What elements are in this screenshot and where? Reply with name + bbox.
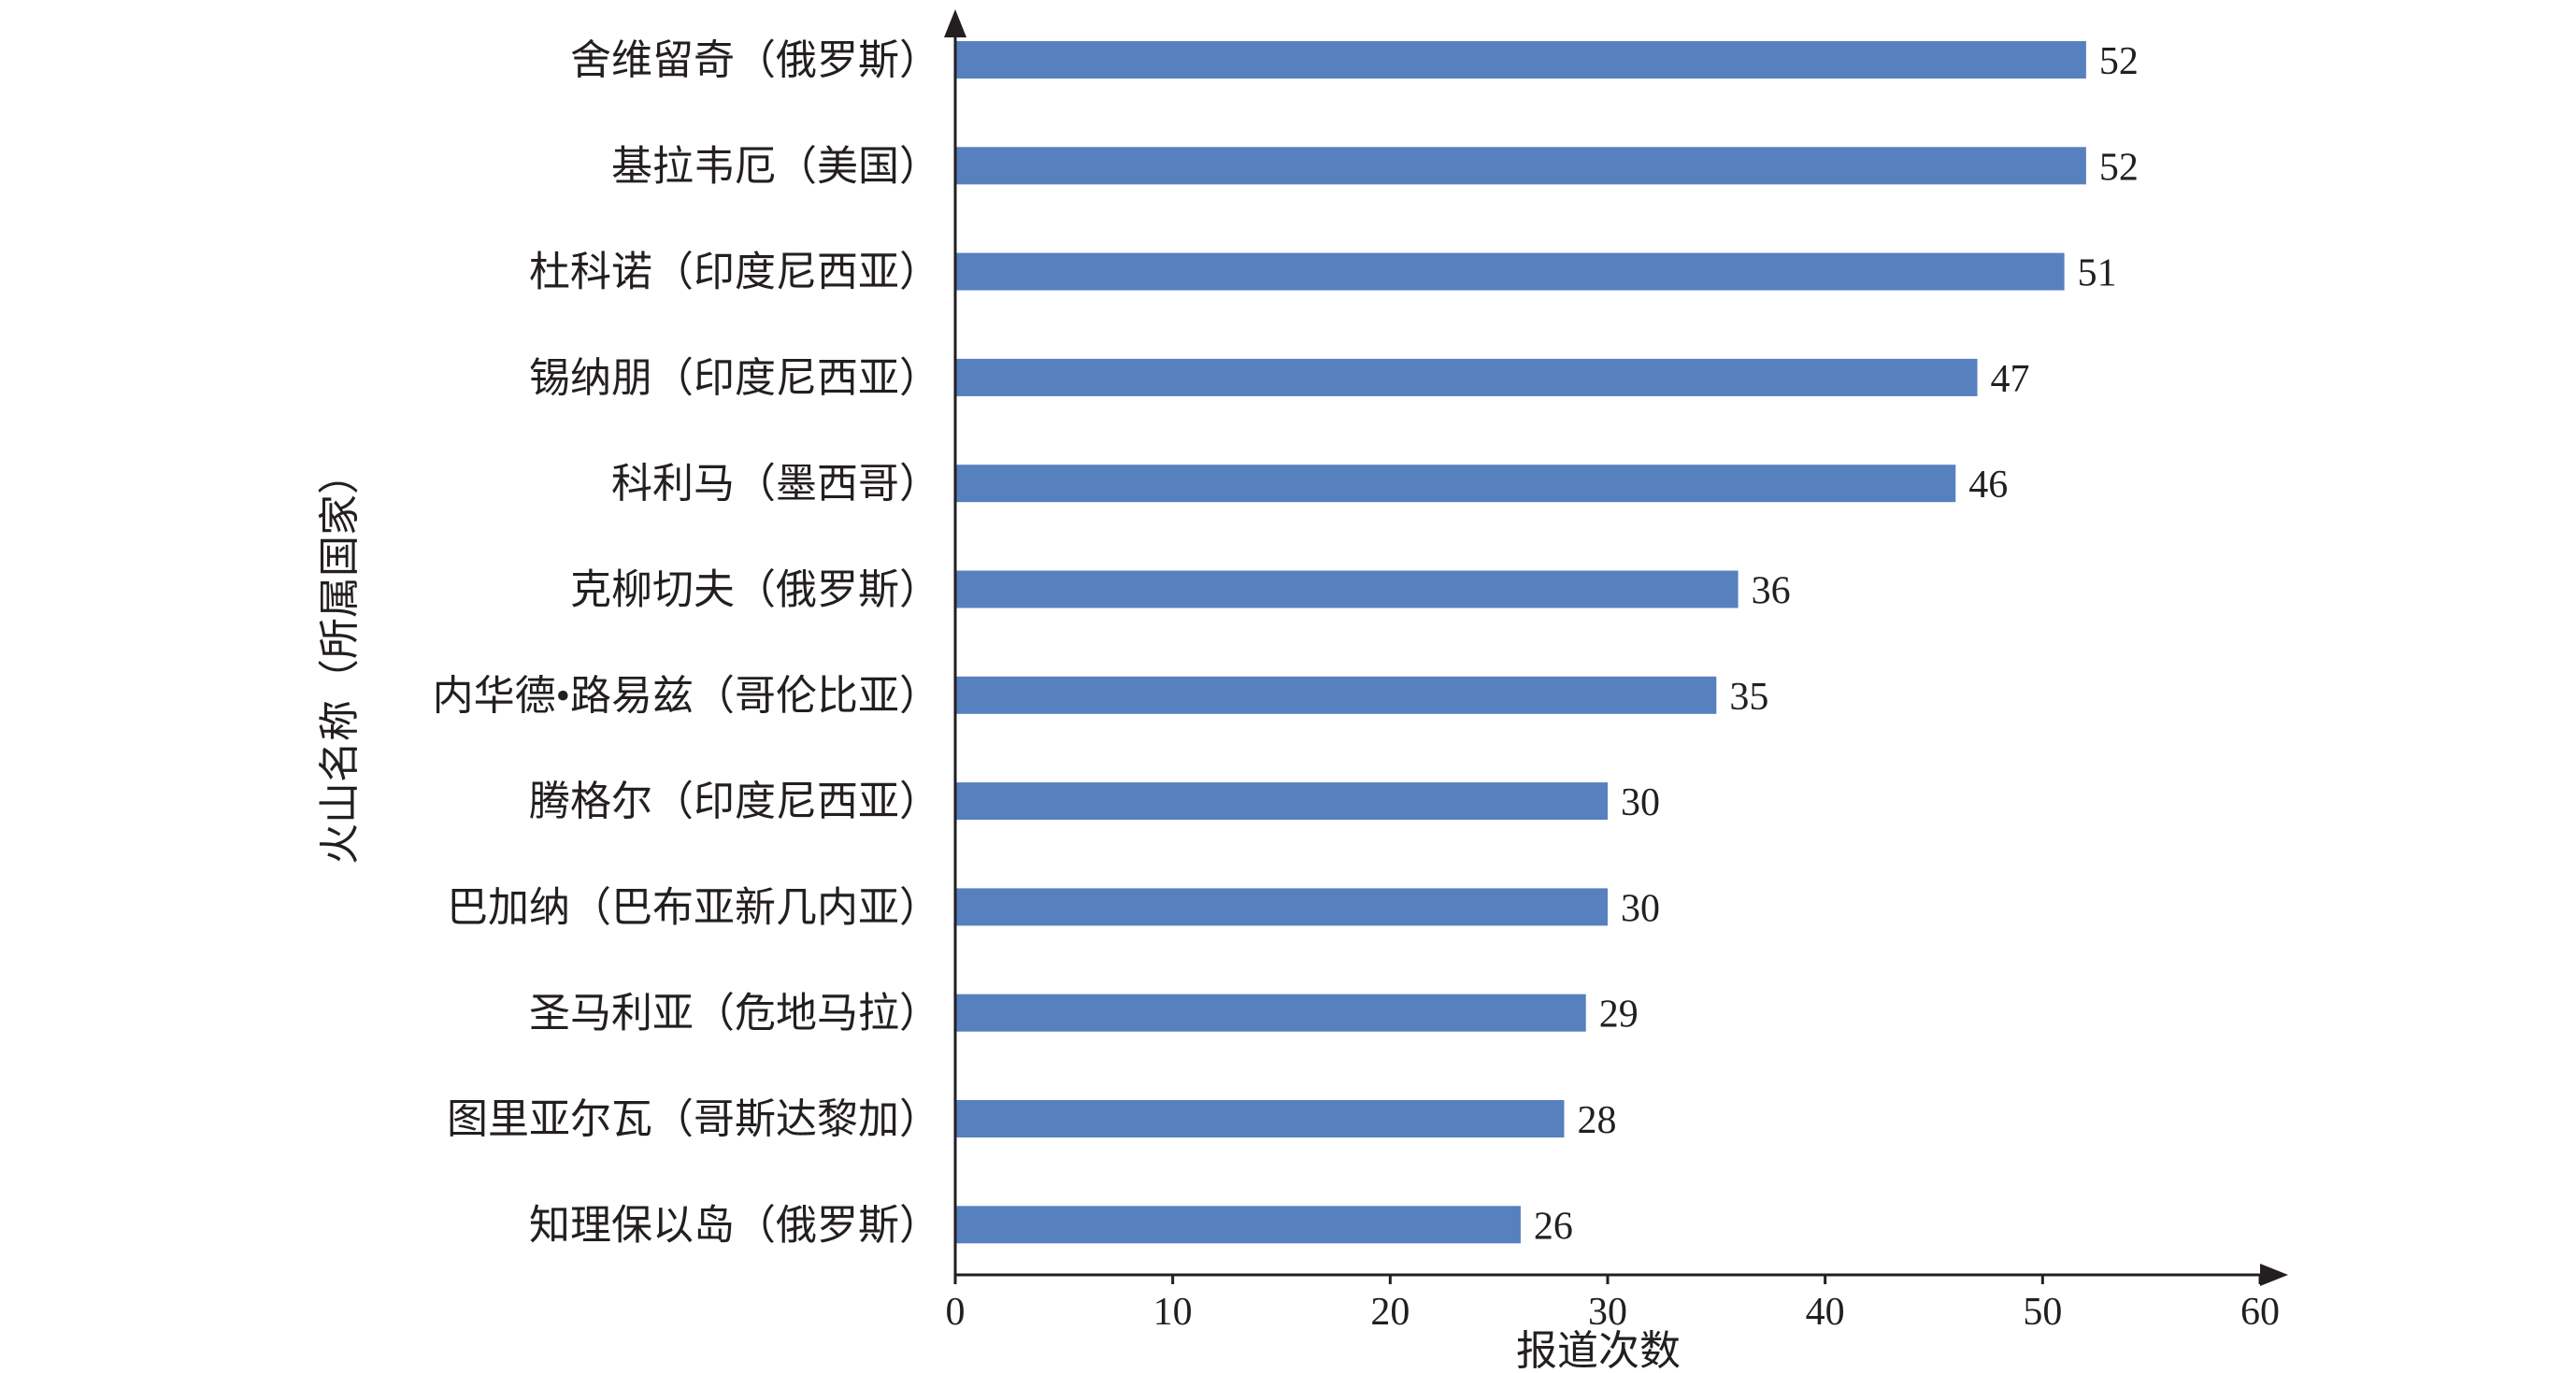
axes-layer (944, 9, 2288, 1286)
x-axis-arrow-icon (2260, 1264, 2288, 1286)
x-tick-label-30: 30 (1588, 1291, 1627, 1334)
y-axis-arrow-icon (944, 9, 966, 37)
bar-11 (955, 1100, 1565, 1137)
bar-1 (955, 41, 2086, 79)
x-axis-title: 报道次数 (1516, 1328, 1681, 1373)
bar-value-label-3: 51 (2078, 252, 2117, 295)
x-tick-label-20: 20 (1370, 1291, 1410, 1334)
bar-10 (955, 994, 1586, 1032)
bar-7 (955, 676, 1717, 714)
category-label-3: 杜科诺（印度尼西亚） (529, 250, 940, 295)
x-tick-label-0: 0 (946, 1291, 966, 1334)
bar-3 (955, 252, 2065, 291)
x-tick-label-50: 50 (2023, 1291, 2062, 1334)
bars-layer (955, 41, 2086, 1244)
bar-2 (955, 147, 2086, 185)
category-label-11: 图里亚尔瓦（哥斯达黎加） (447, 1096, 940, 1142)
x-tick-label-60: 60 (2240, 1291, 2280, 1334)
bar-value-label-8: 30 (1621, 781, 1660, 824)
bar-9 (955, 888, 1608, 926)
category-label-7: 内华德•路易兹（哥伦比亚） (433, 673, 940, 719)
bar-6 (955, 570, 1739, 608)
category-label-6: 克柳切夫（俄罗斯） (570, 567, 940, 613)
bar-8 (955, 782, 1608, 821)
x-tick-label-40: 40 (1806, 1291, 1845, 1334)
bar-value-label-7: 35 (1729, 676, 1768, 719)
category-label-12: 知理保以岛（俄罗斯） (529, 1202, 940, 1248)
bar-value-label-10: 29 (1599, 994, 1639, 1037)
x-tick-label-10: 10 (1153, 1291, 1193, 1334)
bar-value-label-2: 52 (2099, 146, 2139, 189)
bar-value-label-9: 30 (1621, 887, 1660, 930)
x-ticks-layer: 0 10 20 30 40 50 60 (946, 1275, 2280, 1334)
category-label-4: 锡纳朋（印度尼西亚） (529, 355, 940, 401)
category-label-8: 腾格尔（印度尼西亚） (529, 779, 940, 824)
category-label-1: 舍维留奇（俄罗斯） (570, 37, 940, 83)
bar-12 (955, 1206, 1521, 1244)
bar-value-label-6: 36 (1752, 570, 1791, 613)
bar-value-label-5: 46 (1968, 464, 2008, 507)
bar-5 (955, 465, 1956, 503)
bar-4 (955, 358, 1978, 396)
category-label-10: 圣马利亚（危地马拉） (529, 991, 940, 1037)
y-axis-title: 火山名称（所属国家） (317, 453, 363, 865)
bar-value-label-12: 26 (1534, 1205, 1573, 1248)
bar-value-label-11: 28 (1577, 1099, 1616, 1142)
category-label-9: 巴加纳（巴布亚新几内亚） (447, 884, 940, 930)
value-labels-layer: 52 52 51 47 46 36 35 30 30 29 28 26 (1534, 40, 2139, 1248)
category-label-2: 基拉韦厄（美国） (611, 143, 940, 189)
bar-value-label-4: 47 (1991, 358, 2030, 401)
category-labels-layer: 舍维留奇（俄罗斯） 基拉韦厄（美国） 杜科诺（印度尼西亚） 锡纳朋（印度尼西亚） 科利马… (433, 37, 940, 1248)
bar-value-label-1: 52 (2099, 40, 2139, 83)
category-label-5: 科利马（墨西哥） (611, 461, 940, 507)
